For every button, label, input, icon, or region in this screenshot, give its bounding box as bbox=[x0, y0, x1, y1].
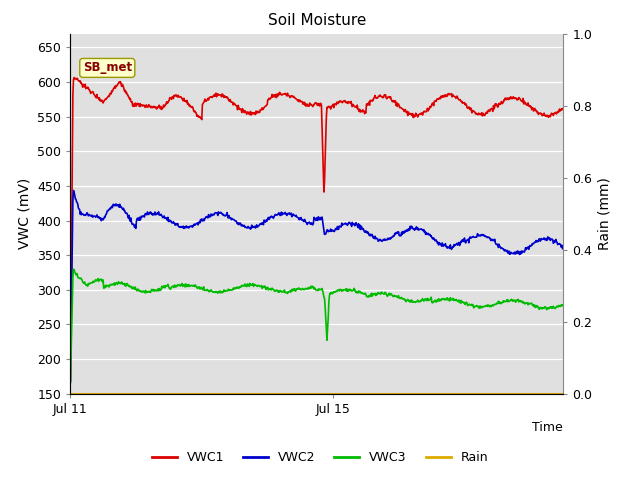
X-axis label: Time: Time bbox=[532, 421, 563, 434]
Legend: VWC1, VWC2, VWC3, Rain: VWC1, VWC2, VWC3, Rain bbox=[147, 446, 493, 469]
Title: Soil Moisture: Soil Moisture bbox=[268, 13, 366, 28]
Y-axis label: Rain (mm): Rain (mm) bbox=[598, 177, 612, 250]
Text: SB_met: SB_met bbox=[83, 61, 132, 74]
Y-axis label: VWC (mV): VWC (mV) bbox=[18, 178, 32, 249]
